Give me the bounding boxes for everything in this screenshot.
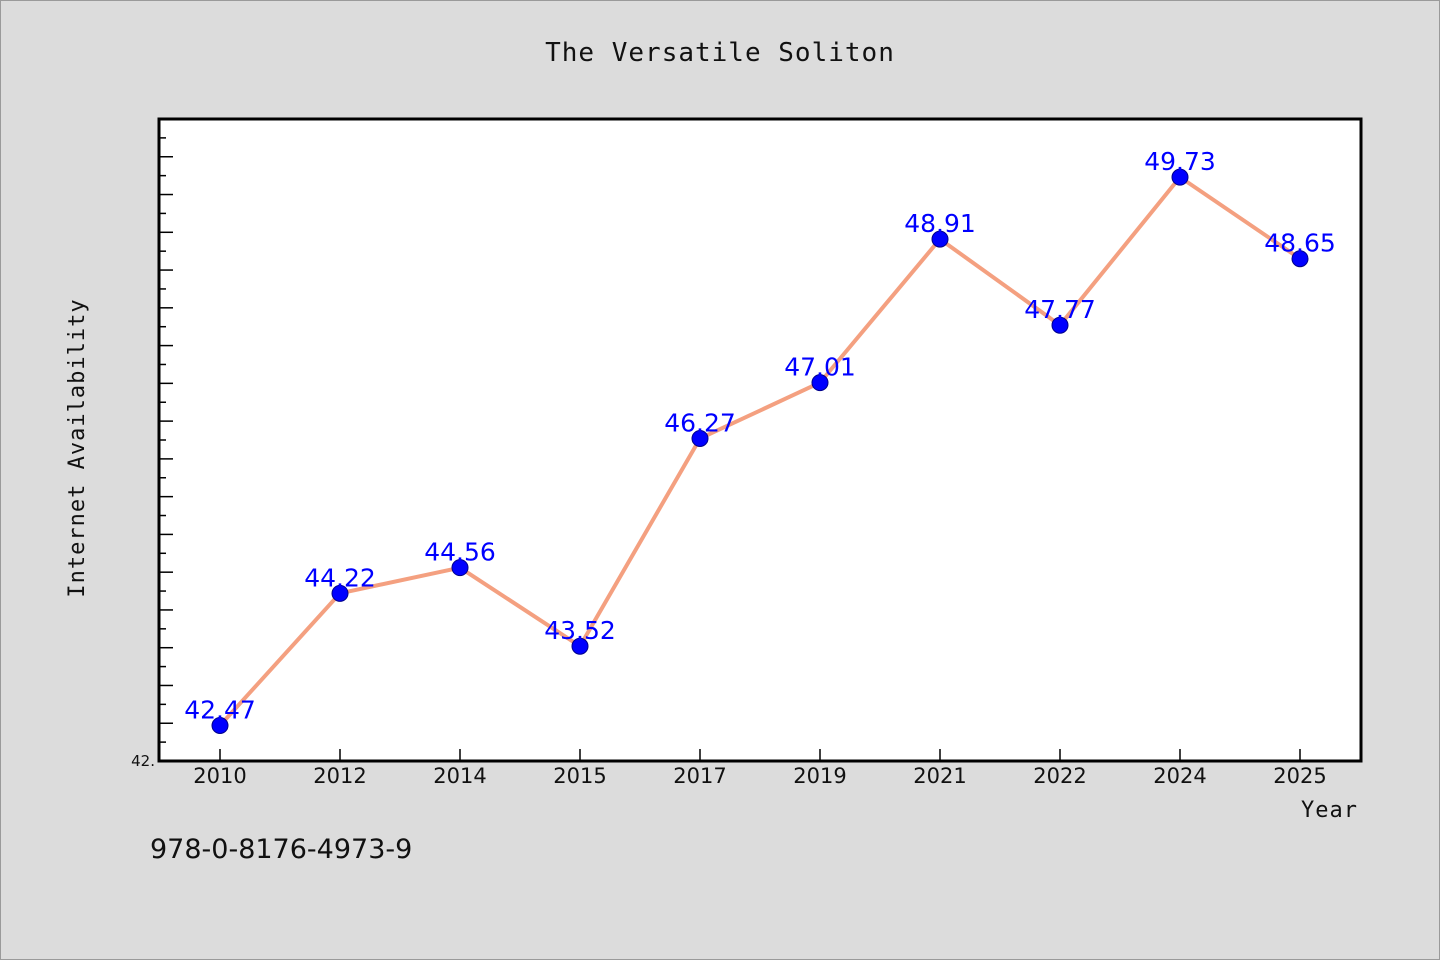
data-point — [691, 429, 709, 447]
y-axis-label: Internet Availability — [65, 298, 90, 597]
x-tick-label: 2012 — [313, 764, 366, 788]
data-point — [931, 230, 949, 248]
data-point — [1291, 250, 1309, 268]
isbn-text: 978-0-8176-4973-9 — [150, 834, 413, 865]
series-line — [218, 175, 1302, 728]
data-label: 43.52 — [544, 616, 616, 645]
series-line-group — [218, 175, 1302, 728]
y-tick-label-min: 42. — [131, 752, 155, 770]
x-axis-label: Year — [1301, 798, 1358, 823]
data-label: 42.47 — [184, 696, 256, 725]
y-axis-ticks — [159, 137, 173, 762]
data-label: 47.01 — [784, 353, 856, 382]
x-tick-label: 2025 — [1273, 764, 1326, 788]
data-point — [211, 717, 229, 735]
data-point — [451, 559, 469, 577]
x-tick-label: 2014 — [433, 764, 486, 788]
chart-title: The Versatile Soliton — [545, 38, 895, 68]
data-label: 48.65 — [1264, 229, 1336, 258]
data-labels: 42.47 44.22 44.56 43.52 46.27 47.01 48.91 47.77… — [184, 147, 1336, 724]
data-point — [571, 637, 589, 655]
x-axis-ticks: 2010 2012 2014 2015 2017 2019 2021 2022 2024 2025 — [193, 749, 1327, 788]
data-label: 49.73 — [1144, 147, 1216, 176]
x-tick-label: 2019 — [793, 764, 846, 788]
data-point — [1051, 316, 1069, 334]
x-tick-label: 2021 — [913, 764, 966, 788]
data-point — [811, 374, 829, 392]
x-tick-label: 2022 — [1033, 764, 1086, 788]
x-tick-label: 2015 — [553, 764, 606, 788]
x-tick-label: 2017 — [673, 764, 726, 788]
data-label: 48.91 — [904, 209, 976, 238]
data-label: 44.56 — [424, 538, 496, 567]
data-point — [1171, 168, 1189, 186]
x-tick-label: 2024 — [1153, 764, 1206, 788]
series-markers — [211, 168, 1309, 735]
x-tick-label: 2010 — [193, 764, 246, 788]
data-point — [331, 584, 349, 602]
data-label: 47.77 — [1024, 295, 1096, 324]
data-label: 44.22 — [304, 563, 376, 592]
plot-area — [157, 117, 1363, 763]
data-label: 46.27 — [664, 408, 736, 437]
